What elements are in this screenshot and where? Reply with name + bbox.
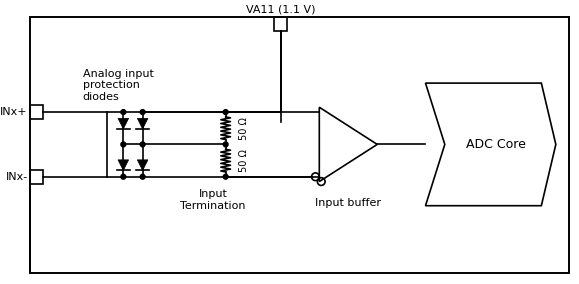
Bar xyxy=(30,105,43,119)
Text: VA11 (1.1 V): VA11 (1.1 V) xyxy=(246,5,316,14)
Polygon shape xyxy=(137,118,148,129)
Circle shape xyxy=(140,110,145,114)
Text: Analog input
protection
diodes: Analog input protection diodes xyxy=(83,69,153,102)
Circle shape xyxy=(140,142,145,147)
Polygon shape xyxy=(137,160,148,170)
Text: Input buffer: Input buffer xyxy=(315,198,381,208)
Text: 50 Ω: 50 Ω xyxy=(239,117,249,140)
Circle shape xyxy=(140,174,145,179)
Polygon shape xyxy=(118,118,129,129)
Text: INx+: INx+ xyxy=(0,107,28,117)
Polygon shape xyxy=(118,160,129,170)
Bar xyxy=(30,170,43,183)
Text: Input
Termination: Input Termination xyxy=(180,189,246,211)
Circle shape xyxy=(121,174,126,179)
Circle shape xyxy=(223,110,228,114)
Circle shape xyxy=(223,142,228,147)
Circle shape xyxy=(223,174,228,179)
Circle shape xyxy=(121,142,126,147)
Text: ADC Core: ADC Core xyxy=(466,138,525,151)
Circle shape xyxy=(121,110,126,114)
Text: 50 Ω: 50 Ω xyxy=(239,149,249,172)
Text: INx-: INx- xyxy=(5,172,28,182)
Bar xyxy=(274,17,287,31)
